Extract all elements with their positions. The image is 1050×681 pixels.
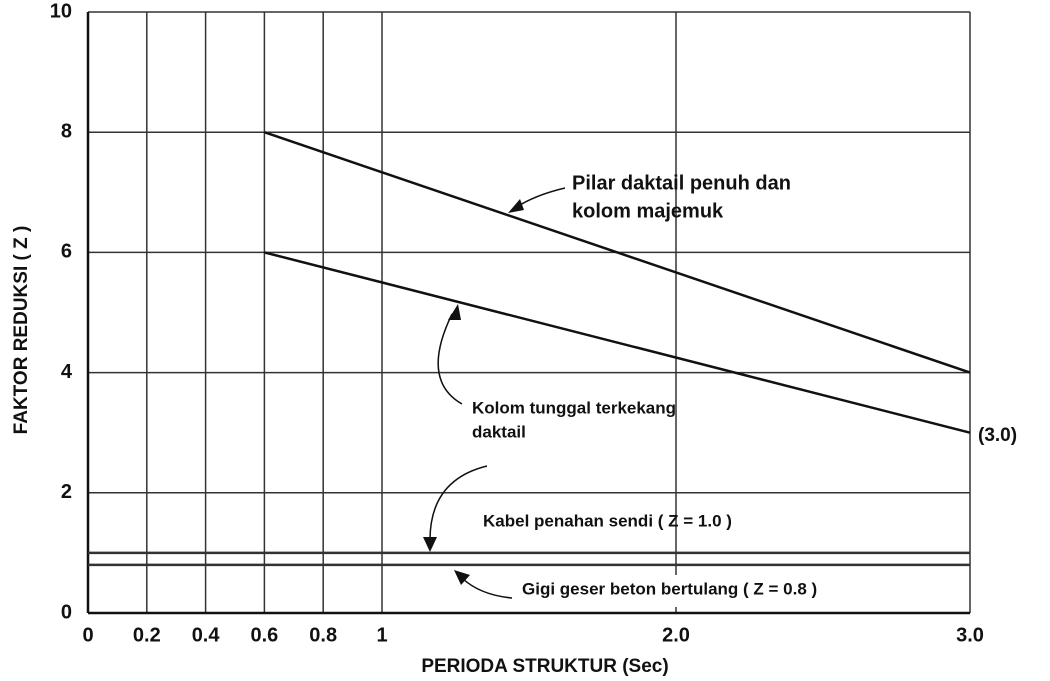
arrows [423,187,566,599]
label-background [515,575,955,607]
grid: 0 2 4 6 8 10 0 0.2 0.4 0.6 0.8 1 2.0 3.0 [50,0,984,646]
annotation: Pilar daktail penuh dan [572,172,791,194]
y-tick-label: 8 [61,120,72,142]
lines [88,131,971,567]
x-tick-label: 2.0 [662,624,690,646]
arrow [461,577,513,599]
x-axis-label: PERIODA STRUKTUR (Sec) [421,656,668,677]
x-tick-label: 0.8 [309,624,337,646]
arrowhead [508,199,524,213]
series-line [264,251,971,434]
arrow [437,313,463,405]
annotation: daktail [472,422,526,441]
arrowhead [454,570,470,585]
x-tick-label: 0.6 [250,624,278,646]
y-tick-label: 0 [61,601,72,623]
x-tick-label: 1 [376,624,387,646]
series-line [263,131,971,374]
x-tick-label: 3.0 [956,624,984,646]
y-tick-label: 6 [61,241,72,263]
y-tick-label: 10 [50,0,72,22]
annotation: kolom majemuk [572,200,724,222]
y-tick-label: 4 [61,361,73,383]
annotation: Kolom tunggal terkekang [472,398,676,417]
y-axis-label: FAKTOR REDUKSI ( Z ) [11,226,32,435]
annotation: (3.0) [978,425,1017,446]
x-tick-label: 0.2 [133,624,161,646]
arrow [514,187,566,209]
arrow [429,465,488,541]
arrowhead [448,304,461,320]
x-tick-label: 0.4 [192,624,221,646]
annotation: Kabel penahan sendi ( Z = 1.0 ) [483,511,732,530]
arrowhead [423,537,437,552]
x-tick-label: 0 [82,624,93,646]
annotation: Gigi geser beton bertulang ( Z = 0.8 ) [522,579,817,598]
y-tick-label: 2 [61,481,72,503]
